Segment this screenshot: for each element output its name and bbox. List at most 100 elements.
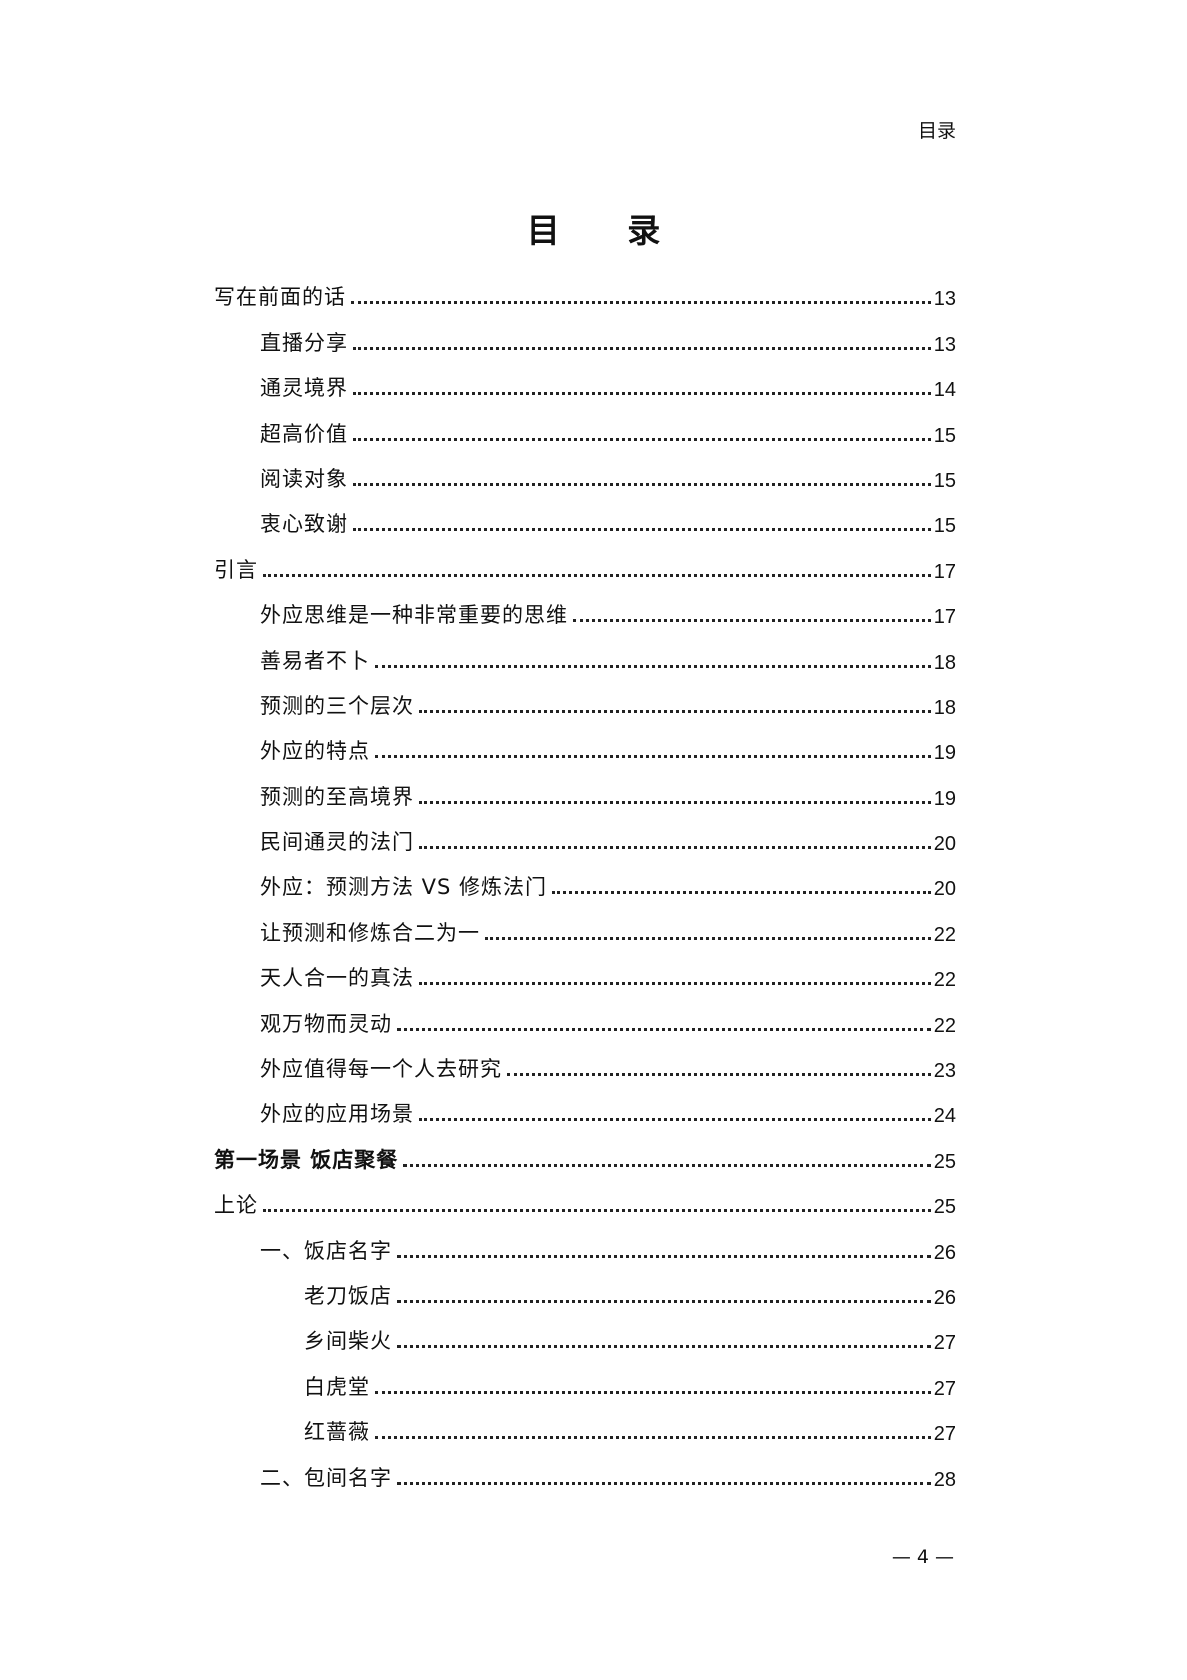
dot-leader bbox=[419, 982, 931, 986]
toc-entry[interactable]: 超高价值 15 bbox=[214, 402, 956, 447]
toc-entry-page: 15 bbox=[933, 424, 956, 447]
toc-entry-title: 观万物而灵动 bbox=[260, 1011, 392, 1036]
toc-entry-page: 27 bbox=[933, 1377, 956, 1400]
toc-entry[interactable]: 外应的特点 19 bbox=[214, 720, 956, 765]
toc-entry[interactable]: 上论 25 bbox=[214, 1174, 956, 1219]
toc-entry-title: 直播分享 bbox=[260, 330, 348, 355]
toc-entry-page: 19 bbox=[933, 742, 956, 765]
toc-entry[interactable]: 善易者不卜 18 bbox=[214, 629, 956, 674]
toc-entry[interactable]: 老刀饭店 26 bbox=[214, 1265, 956, 1310]
toc-entry-title: 让预测和修炼合二为一 bbox=[260, 920, 480, 945]
toc-entry-title: 善易者不卜 bbox=[260, 648, 370, 673]
toc-entry-title: 外应的特点 bbox=[260, 739, 370, 764]
toc-entry-title: 第一场景 饭店聚餐 bbox=[214, 1147, 399, 1172]
toc-entry-title: 写在前面的话 bbox=[214, 285, 346, 310]
toc-entry-title: 外应值得每一个人去研究 bbox=[260, 1057, 502, 1082]
toc-entry-title: 引言 bbox=[214, 557, 258, 582]
dot-leader bbox=[397, 1254, 931, 1258]
toc-entry[interactable]: 乡间柴火 27 bbox=[214, 1310, 956, 1355]
toc-entry[interactable]: 通灵境界 14 bbox=[214, 357, 956, 402]
table-of-contents: 写在前面的话 13 直播分享 13 通灵境界 14 超高价值 15 阅读对象 15 衷心致谢 15 引言… bbox=[214, 266, 956, 1492]
toc-entry[interactable]: 天人合一的真法 22 bbox=[214, 947, 956, 992]
dot-leader bbox=[263, 573, 931, 577]
dot-leader bbox=[351, 301, 931, 305]
page-number: — 4 — bbox=[891, 1546, 954, 1568]
toc-entry[interactable]: 民间通灵的法门 20 bbox=[214, 811, 956, 856]
toc-entry[interactable]: 外应思维是一种非常重要的思维 17 bbox=[214, 584, 956, 629]
dot-leader bbox=[397, 1481, 931, 1485]
dot-leader bbox=[419, 1118, 931, 1122]
toc-entry[interactable]: 预测的至高境界 19 bbox=[214, 765, 956, 810]
toc-entry-page: 26 bbox=[933, 1241, 956, 1264]
toc-entry-page: 22 bbox=[933, 923, 956, 946]
toc-entry[interactable]: 写在前面的话 13 bbox=[214, 266, 956, 311]
toc-entry-page: 27 bbox=[933, 1423, 956, 1446]
toc-entry[interactable]: 二、包间名字 28 bbox=[214, 1446, 956, 1491]
toc-entry[interactable]: 外应的应用场景 24 bbox=[214, 1083, 956, 1128]
dot-leader bbox=[419, 800, 931, 804]
toc-entry-page: 15 bbox=[933, 469, 956, 492]
toc-entry-title: 阅读对象 bbox=[260, 466, 348, 491]
dot-leader bbox=[419, 709, 931, 713]
toc-entry[interactable]: 一、饭店名字 26 bbox=[214, 1219, 956, 1264]
dot-leader bbox=[397, 1027, 931, 1031]
dot-leader bbox=[375, 755, 931, 759]
toc-entry-title: 外应：预测方法 VS 修炼法门 bbox=[260, 875, 548, 900]
toc-entry-page: 15 bbox=[933, 515, 956, 538]
toc-entry-page: 27 bbox=[933, 1332, 956, 1355]
toc-entry-page: 26 bbox=[933, 1286, 956, 1309]
toc-entry[interactable]: 衷心致谢 15 bbox=[214, 493, 956, 538]
toc-entry-page: 20 bbox=[933, 833, 956, 856]
toc-entry[interactable]: 外应：预测方法 VS 修炼法门 20 bbox=[214, 856, 956, 901]
toc-entry-page: 18 bbox=[933, 696, 956, 719]
toc-entry-title: 红蔷薇 bbox=[304, 1420, 370, 1445]
toc-entry[interactable]: 观万物而灵动 22 bbox=[214, 992, 956, 1037]
dot-leader bbox=[263, 1209, 931, 1213]
toc-entry-title: 乡间柴火 bbox=[304, 1329, 392, 1354]
dot-leader bbox=[507, 1073, 931, 1077]
toc-entry[interactable]: 第一场景 饭店聚餐 25 bbox=[214, 1128, 956, 1173]
toc-entry-title: 一、饭店名字 bbox=[260, 1238, 392, 1263]
dot-leader bbox=[353, 392, 931, 396]
toc-entry-page: 28 bbox=[933, 1468, 956, 1491]
toc-entry-title: 天人合一的真法 bbox=[260, 966, 414, 991]
toc-entry-title: 外应的应用场景 bbox=[260, 1102, 414, 1127]
toc-entry-page: 17 bbox=[933, 560, 956, 583]
toc-entry[interactable]: 红蔷薇 27 bbox=[214, 1401, 956, 1446]
toc-entry-page: 22 bbox=[933, 969, 956, 992]
toc-entry-page: 13 bbox=[933, 333, 956, 356]
dot-leader bbox=[397, 1299, 931, 1303]
dot-leader bbox=[403, 1163, 931, 1167]
dot-leader bbox=[552, 891, 931, 895]
dot-leader bbox=[353, 437, 931, 441]
page-title: 目 录 bbox=[526, 211, 689, 250]
toc-entry-title: 老刀饭店 bbox=[304, 1283, 392, 1308]
toc-entry-title: 预测的至高境界 bbox=[260, 784, 414, 809]
toc-entry[interactable]: 直播分享 13 bbox=[214, 311, 956, 356]
running-head: 目录 bbox=[917, 120, 956, 142]
dot-leader bbox=[353, 482, 931, 486]
toc-entry-title: 白虎堂 bbox=[304, 1374, 370, 1399]
dot-leader bbox=[375, 664, 931, 668]
toc-entry[interactable]: 预测的三个层次 18 bbox=[214, 675, 956, 720]
dot-leader bbox=[485, 936, 931, 940]
toc-entry-title: 衷心致谢 bbox=[260, 512, 348, 537]
toc-entry-title: 通灵境界 bbox=[260, 376, 348, 401]
toc-entry-title: 上论 bbox=[214, 1193, 258, 1218]
toc-entry-page: 25 bbox=[933, 1196, 956, 1219]
toc-entry-page: 25 bbox=[933, 1150, 956, 1173]
toc-entry[interactable]: 外应值得每一个人去研究 23 bbox=[214, 1038, 956, 1083]
toc-entry-page: 17 bbox=[933, 606, 956, 629]
toc-entry-page: 20 bbox=[933, 878, 956, 901]
toc-entry-page: 22 bbox=[933, 1014, 956, 1037]
toc-entry[interactable]: 引言 17 bbox=[214, 538, 956, 583]
toc-entry[interactable]: 阅读对象 15 bbox=[214, 448, 956, 493]
toc-entry[interactable]: 白虎堂 27 bbox=[214, 1355, 956, 1400]
toc-entry-title: 预测的三个层次 bbox=[260, 693, 414, 718]
toc-entry-page: 14 bbox=[933, 379, 956, 402]
toc-entry-page: 23 bbox=[933, 1060, 956, 1083]
dot-leader bbox=[573, 619, 931, 623]
toc-entry[interactable]: 让预测和修炼合二为一 22 bbox=[214, 901, 956, 946]
toc-entry-page: 13 bbox=[933, 288, 956, 311]
dot-leader bbox=[353, 346, 931, 350]
